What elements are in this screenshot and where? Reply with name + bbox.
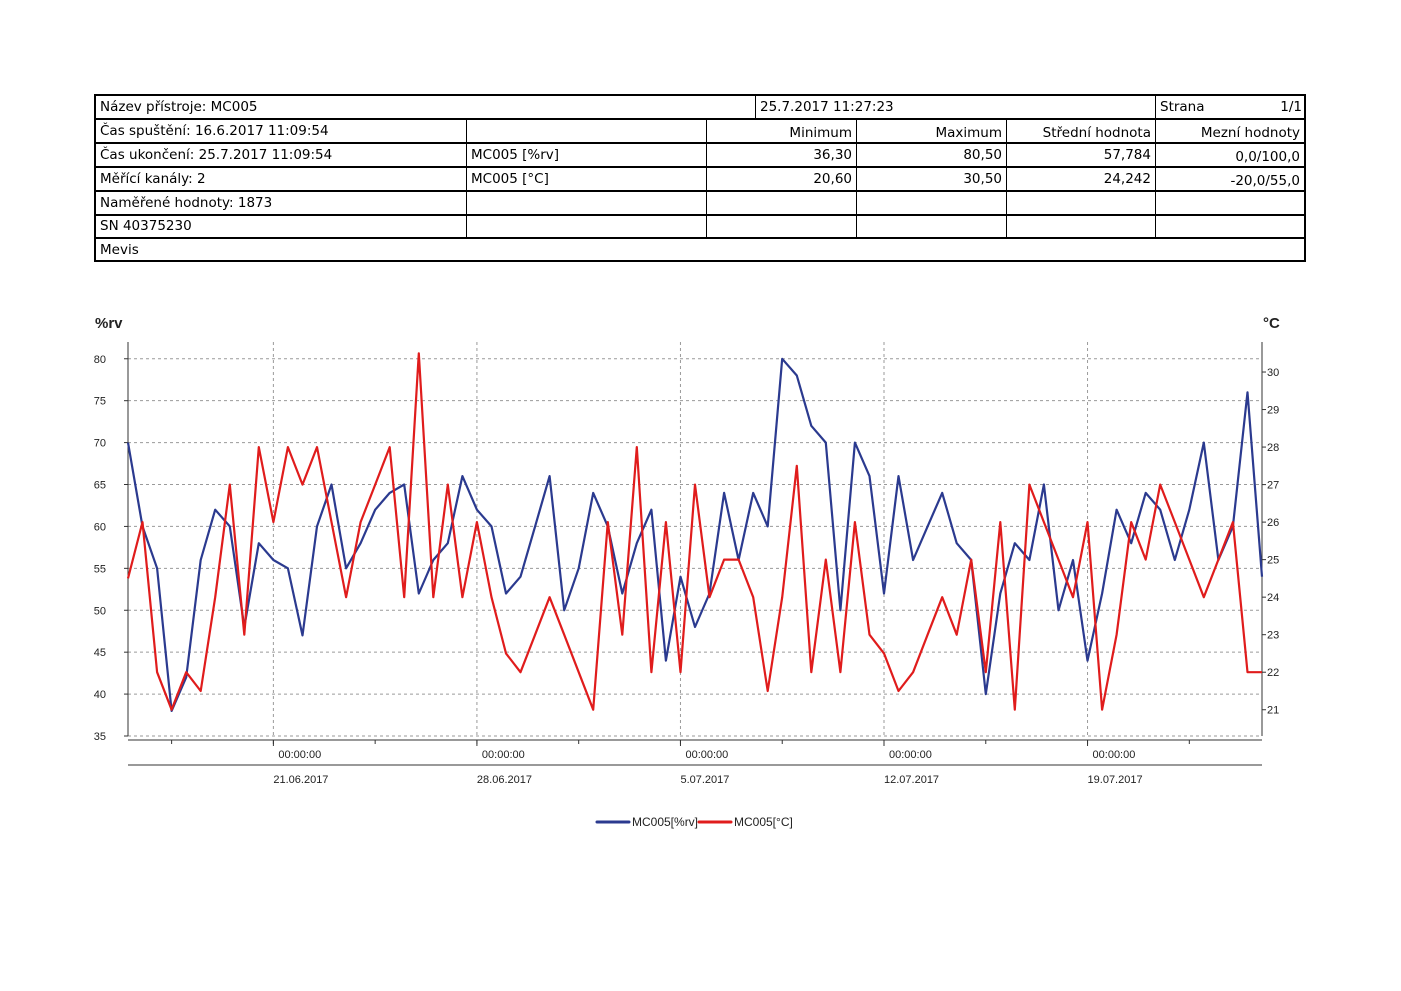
channel-name: MC005 [°C]: [471, 171, 549, 187]
x-tick-time: 00:00:00: [482, 749, 525, 761]
page-number: 1/1: [1280, 99, 1302, 115]
y2-tick-label: 23: [1267, 630, 1279, 642]
legend: MC005[%rv] MC005[°C]: [595, 815, 793, 829]
info-table: Název přístroje: MC005 25.7.2017 11:27:2…: [94, 94, 1306, 262]
channel-mean: 24,242: [1103, 171, 1151, 187]
end-time: Čas ukončení: 25.7.2017 11:09:54: [100, 147, 333, 163]
y2-tick-label: 28: [1267, 442, 1279, 454]
channel-max: 30,50: [963, 171, 1002, 187]
y2-tick-label: 25: [1267, 555, 1279, 567]
channel-mean: 57,784: [1103, 147, 1151, 163]
y2-tick-label: 27: [1267, 480, 1279, 492]
y-tick-label: 55: [94, 563, 106, 575]
x-tick-date: 28.06.2017: [477, 774, 532, 786]
y2-tick-label: 29: [1267, 405, 1279, 417]
y2-tick-label: 26: [1267, 517, 1279, 529]
col-mean: Střední hodnota: [1042, 125, 1151, 141]
series-group: [126, 352, 1264, 713]
device-name: Název přístroje: MC005: [100, 99, 258, 115]
y-tick-label: 75: [94, 396, 106, 408]
channel-max: 80,50: [963, 147, 1002, 163]
y-tick-label: 70: [94, 438, 106, 450]
y-axis-label: %rv: [95, 315, 123, 332]
y2-tick-label: 24: [1267, 592, 1279, 604]
x-tick-date: 19.07.2017: [1088, 774, 1143, 786]
channel-count: Měřící kanály: 2: [100, 171, 206, 187]
y2-axis-label: °C: [1263, 315, 1280, 332]
gridlines: [128, 342, 1262, 737]
y-tick-label: 45: [94, 647, 106, 659]
channel-min: 20,60: [813, 171, 852, 187]
channel-limits: -20,0/55,0: [1230, 173, 1300, 189]
x-tick-time: 00:00:00: [889, 749, 932, 761]
y-tick-label: 60: [94, 521, 106, 533]
start-time: Čas spuštění: 16.6.2017 11:09:54: [100, 123, 329, 139]
y2-tick-label: 30: [1267, 367, 1279, 379]
col-minimum: Minimum: [789, 125, 852, 141]
axes: 35 40 45 50 55 60 65 70 75 80 21 22 23 24 25 26 27 28 29 30…: [94, 342, 1279, 786]
y-tick-label: 65: [94, 480, 106, 492]
y2-tick-label: 22: [1267, 667, 1279, 679]
y-tick-label: 40: [94, 689, 106, 701]
company-name: Mevis: [100, 242, 139, 258]
report-timestamp: 25.7.2017 11:27:23: [760, 99, 894, 115]
col-limits: Mezní hodnoty: [1200, 125, 1300, 141]
legend-label: MC005[°C]: [734, 815, 793, 829]
series-line: [126, 357, 1264, 713]
x-tick-time: 00:00:00: [685, 749, 728, 761]
page-label: Strana: [1160, 99, 1205, 115]
measured-count: Naměřené hodnoty: 1873: [100, 195, 273, 211]
series-line: [126, 352, 1262, 711]
channel-limits: 0,0/100,0: [1235, 149, 1300, 165]
x-tick-date: 21.06.2017: [273, 774, 328, 786]
x-tick-date: 5.07.2017: [680, 774, 729, 786]
y-tick-label: 80: [94, 354, 106, 366]
x-tick-time: 00:00:00: [1093, 749, 1136, 761]
col-maximum: Maximum: [935, 125, 1002, 141]
channel-name: MC005 [%rv]: [471, 147, 560, 163]
serial-number: SN 40375230: [100, 218, 192, 234]
y-tick-label: 35: [94, 731, 106, 743]
y2-tick-label: 21: [1267, 705, 1279, 717]
channel-min: 36,30: [813, 147, 852, 163]
legend-label: MC005[%rv]: [632, 815, 698, 829]
y-tick-label: 50: [94, 605, 106, 617]
x-tick-date: 12.07.2017: [884, 774, 939, 786]
x-tick-time: 00:00:00: [278, 749, 321, 761]
